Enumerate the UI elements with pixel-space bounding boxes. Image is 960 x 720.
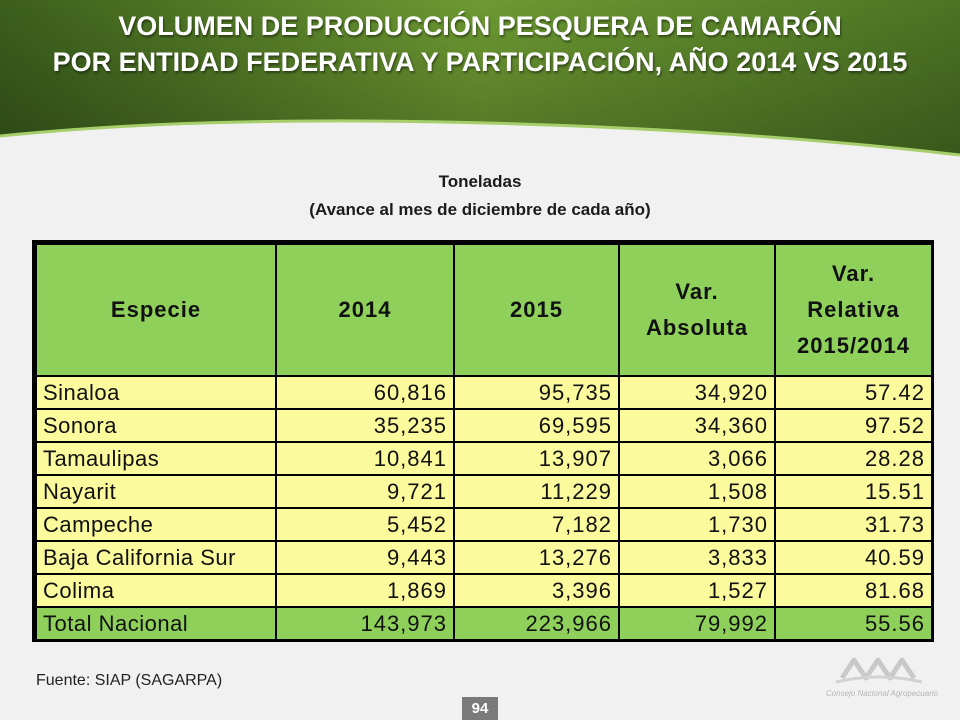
table-row: Campeche 5,452 7,182 1,730 31.73 [35,507,933,542]
cell-2015: 11,229 [453,474,620,509]
header-banner: VOLUMEN DE PRODUCCIÓN PESQUERA DE CAMARÓ… [0,0,960,160]
cell-2015: 3,396 [453,573,620,608]
header-2015: 2015 [453,243,620,377]
cell-2014: 1,869 [275,573,455,608]
cell-var-relativa: 57.42 [774,375,933,410]
cell-entidad: Tamaulipas [35,441,277,476]
cell-total-label: Total Nacional [35,606,277,641]
cell-total-2015: 223,966 [453,606,620,641]
cell-2014: 35,235 [275,408,455,443]
cell-2015: 13,276 [453,540,620,575]
cell-var-relativa: 31.73 [774,507,933,542]
cell-var-absoluta: 1,527 [618,573,776,608]
cell-var-absoluta: 1,730 [618,507,776,542]
header-var-relativa-line: Relativa [807,297,900,322]
cell-entidad: Sinaloa [35,375,277,410]
cna-logo: Consejo Nacional Agropecuario [822,648,942,705]
cell-entidad: Baja California Sur [35,540,277,575]
cell-2014: 60,816 [275,375,455,410]
cell-var-absoluta: 3,066 [618,441,776,476]
cell-2014: 9,443 [275,540,455,575]
header-var-absoluta: Var. Absoluta [618,243,776,377]
production-table: Especie 2014 2015 Var. Absoluta Var. Rel… [35,243,933,641]
cell-2014: 5,452 [275,507,455,542]
table-row: Nayarit 9,721 11,229 1,508 15.51 [35,474,933,509]
cell-2015: 13,907 [453,441,620,476]
cell-total-var-relativa: 55.56 [774,606,933,641]
header-var-absoluta-line: Var. [675,279,719,304]
table-row: Tamaulipas 10,841 13,907 3,066 28.28 [35,441,933,476]
data-table-frame: Especie 2014 2015 Var. Absoluta Var. Rel… [32,240,934,642]
cell-var-absoluta: 34,360 [618,408,776,443]
cna-logo-icon: Consejo Nacional Agropecuario [826,657,939,698]
title-line-2: POR ENTIDAD FEDERATIVA Y PARTICIPACIÓN, … [52,47,908,77]
table-body: Sinaloa 60,816 95,735 34,920 57.42 Sonor… [35,375,933,641]
cell-var-relativa: 97.52 [774,408,933,443]
table-header-row: Especie 2014 2015 Var. Absoluta Var. Rel… [35,243,933,377]
cell-total-var-absoluta: 79,992 [618,606,776,641]
header-2014: 2014 [275,243,455,377]
table-total-row: Total Nacional 143,973 223,966 79,992 55… [35,606,933,641]
page-title: VOLUMEN DE PRODUCCIÓN PESQUERA DE CAMARÓ… [0,8,960,80]
cell-entidad: Colima [35,573,277,608]
cell-var-relativa: 40.59 [774,540,933,575]
cell-2015: 69,595 [453,408,620,443]
header-var-absoluta-line: Absoluta [645,315,749,340]
title-line-1: VOLUMEN DE PRODUCCIÓN PESQUERA DE CAMARÓ… [118,11,842,41]
cell-var-absoluta: 3,833 [618,540,776,575]
subtitle-note: (Avance al mes de diciembre de cada año) [309,200,651,219]
table-subtitle: Toneladas (Avance al mes de diciembre de… [0,168,960,224]
cell-entidad: Sonora [35,408,277,443]
subtitle-units: Toneladas [438,172,522,191]
cell-2014: 9,721 [275,474,455,509]
source-note: Fuente: SIAP (SAGARPA) [36,672,223,689]
cell-entidad: Nayarit [35,474,277,509]
header-banner-shape [0,0,960,157]
cna-logo-text: Consejo Nacional Agropecuario [826,689,939,698]
cell-var-relativa: 28.28 [774,441,933,476]
header-var-relativa: Var. Relativa 2015/2014 [774,243,933,377]
cell-2015: 95,735 [453,375,620,410]
cell-2015: 7,182 [453,507,620,542]
cell-total-2014: 143,973 [275,606,455,641]
cell-var-relativa: 15.51 [774,474,933,509]
cell-var-absoluta: 1,508 [618,474,776,509]
cell-2014: 10,841 [275,441,455,476]
table-row: Colima 1,869 3,396 1,527 81.68 [35,573,933,608]
cell-var-relativa: 81.68 [774,573,933,608]
cell-entidad: Campeche [35,507,277,542]
table-row: Sonora 35,235 69,595 34,360 97.52 [35,408,933,443]
header-var-relativa-line: 2015/2014 [797,333,910,358]
table-row: Sinaloa 60,816 95,735 34,920 57.42 [35,375,933,410]
header-especie: Especie [35,243,277,377]
table-row: Baja California Sur 9,443 13,276 3,833 4… [35,540,933,575]
page-number: 94 [462,697,498,720]
cell-var-absoluta: 34,920 [618,375,776,410]
header-var-relativa-line: Var. [831,261,876,286]
